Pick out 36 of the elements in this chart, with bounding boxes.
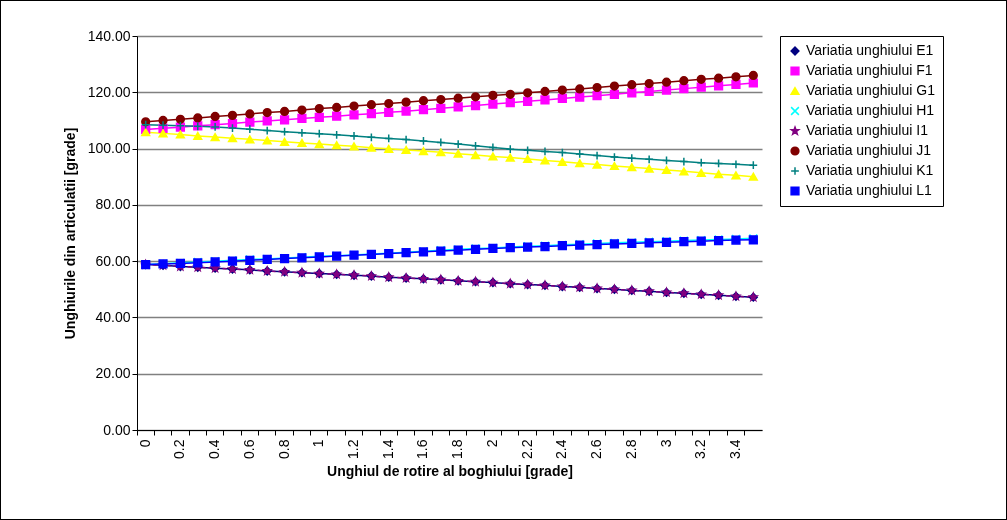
x-tick-label: 0.4 — [206, 439, 223, 459]
y-tick-label: 140.00 — [87, 27, 131, 44]
x-tick-label: 1 — [310, 439, 327, 448]
y-tick-label: 120.00 — [87, 83, 131, 100]
y-tick-label: 40.00 — [95, 308, 131, 325]
x-tick-label: 1.2 — [345, 439, 362, 459]
y-tick-label: 80.00 — [95, 196, 131, 213]
x-tick-label: 3.2 — [692, 439, 709, 459]
x-tick-label: 1.8 — [449, 439, 466, 459]
x-tick-label: 1.4 — [379, 439, 396, 459]
y-tick-label: 100.00 — [87, 140, 131, 157]
x-tick-label: 1.6 — [414, 439, 431, 459]
legend-label: Variatia unghiului F1 — [806, 62, 933, 78]
y-tick-label: 0.00 — [103, 421, 131, 438]
y-tick-label: 20.00 — [95, 365, 131, 382]
x-tick-label: 0 — [136, 439, 153, 448]
x-tick-label: 0.2 — [171, 439, 188, 459]
legend-label: Variatia unghiului I1 — [806, 122, 929, 138]
x-tick-label: 3.4 — [726, 439, 743, 459]
x-tick-label: 0.6 — [240, 439, 257, 459]
legend-label: Variatia unghiului G1 — [806, 82, 936, 98]
x-tick-label: 2.6 — [588, 439, 605, 459]
x-tick-label: 2.4 — [553, 439, 570, 459]
x-tick-label: 3 — [657, 439, 674, 448]
x-tick-label: 0.8 — [275, 439, 292, 459]
x-tick-label: 2.8 — [622, 439, 639, 459]
x-tick-label: 2 — [483, 439, 500, 448]
y-tick-label: 60.00 — [95, 252, 131, 269]
legend-label: Variatia unghiului E1 — [806, 42, 934, 58]
x-axis-title: Unghiul de rotire al boghiului [grade] — [327, 462, 573, 479]
legend-label: Variatia unghiului L1 — [806, 182, 933, 198]
x-tick-label: 2.2 — [518, 439, 535, 459]
y-axis-title: Unghiurile din articulatii [grade] — [61, 127, 78, 340]
legend-label: Variatia unghiului J1 — [806, 142, 932, 158]
legend-label: Variatia unghiului K1 — [806, 162, 934, 178]
legend-label: Variatia unghiului H1 — [806, 102, 935, 118]
